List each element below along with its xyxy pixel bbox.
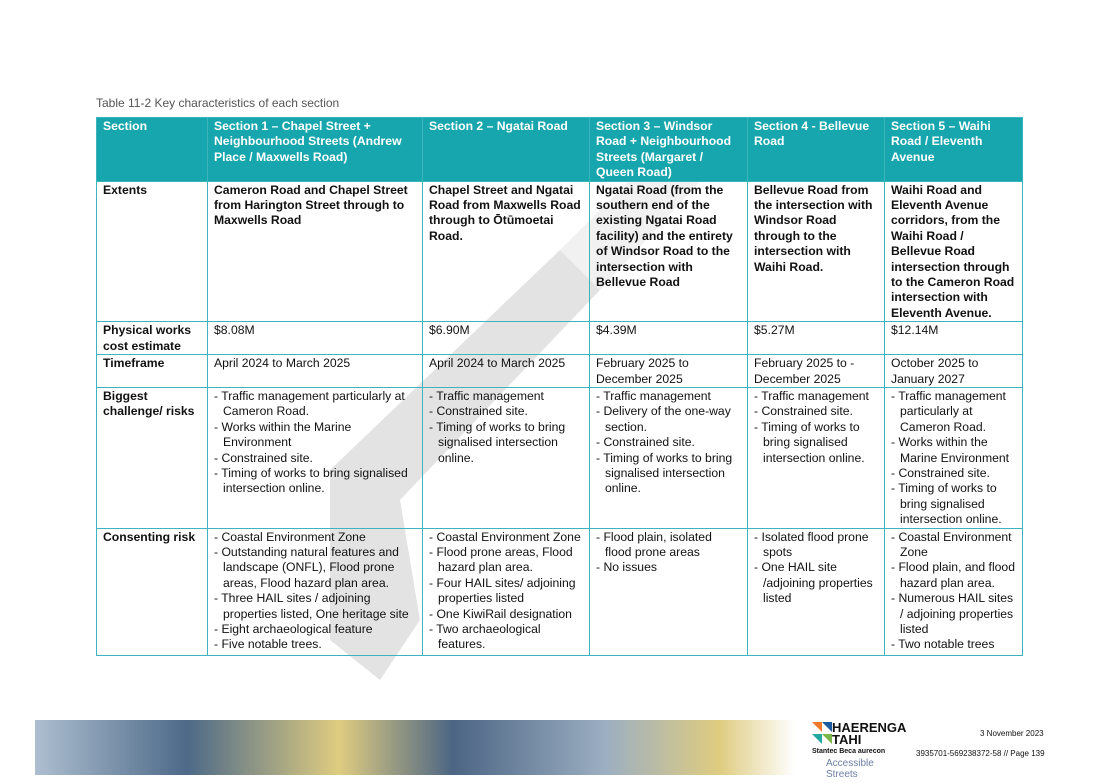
- bullet-item: - Traffic management: [429, 388, 544, 403]
- column-header: Section 5 – Waihi Road / Eleventh Avenue: [884, 117, 1023, 182]
- row-label: Consenting risk: [96, 527, 208, 656]
- bullet-item: - Two notable trees: [891, 637, 995, 652]
- table-cell: February 2025 to - December 2025: [747, 354, 885, 388]
- table-cell: October 2025 to January 2027: [884, 354, 1023, 388]
- table-cell: - Traffic management - Constrained site. -…: [747, 386, 885, 529]
- table-cell: February 2025 to December 2025: [589, 354, 748, 388]
- table-cell: Chapel Street and Ngatai Road from Maxwe…: [422, 180, 590, 323]
- bullet-item: - One KiwiRail designation: [429, 606, 572, 621]
- bullet-item: - Outstanding natural features and lands…: [214, 544, 399, 590]
- table-cell: Cameron Road and Chapel Street from Hari…: [207, 180, 423, 323]
- table-row: Extents Cameron Road and Chapel Street fr…: [96, 180, 1023, 323]
- bullet-item: - Three HAIL sites / adjoining propertie…: [214, 591, 409, 621]
- bullet-item: - Works within the Marine Environment: [214, 419, 352, 450]
- bullet-item: - Coastal Environment Zone: [429, 529, 581, 544]
- table-cell: - Coastal Environment Zone - Flood prone …: [422, 527, 590, 656]
- row-label: Extents: [96, 180, 208, 323]
- footer-date: 3 November 2023: [980, 729, 1044, 738]
- bullet-item: - Constrained site.: [214, 450, 313, 465]
- table-cell: $4.39M: [589, 321, 748, 356]
- table-row: Timeframe April 2024 to March 2025 April 2…: [96, 354, 1023, 388]
- bullet-item: - Constrained site.: [429, 404, 528, 419]
- table-row: Biggest challenge/ risks - Traffic manage…: [96, 386, 1023, 529]
- table-cell: $6.90M: [422, 321, 590, 356]
- bullet-item: - Two archaeological features.: [429, 622, 541, 652]
- table-cell: Bellevue Road from the intersection with…: [747, 180, 885, 323]
- table-cell: - Traffic management particularly at Cam…: [884, 386, 1023, 529]
- header-row: Section Section 1 – Chapel Street + Neigh…: [96, 117, 1023, 182]
- key-characteristics-table: Section Section 1 – Chapel Street + Neigh…: [96, 117, 1023, 656]
- table-cell: $8.08M: [207, 321, 423, 356]
- bullet-item: - Traffic management: [596, 388, 711, 403]
- bullet-item: - Timing of works to bring signalised in…: [891, 481, 1002, 527]
- column-header: Section 3 – Windsor Road + Neighbourhood…: [589, 117, 748, 182]
- row-label: Biggest challenge/ risks: [96, 386, 208, 529]
- table-row: Consenting risk - Coastal Environment Zon…: [96, 527, 1023, 656]
- column-header: Section 1 – Chapel Street + Neighbourhoo…: [207, 117, 423, 182]
- bullet-item: - Delivery of the one-way section.: [596, 404, 731, 434]
- bullet-item: - Timing of works to bring signalised in…: [429, 419, 566, 465]
- bullet-item: - Eight archaeological feature: [214, 622, 373, 636]
- footer-banner-image: [35, 720, 795, 775]
- bullet-item: - Timing of works to bring signalised in…: [754, 419, 865, 465]
- bullet-item: - Five notable trees.: [214, 637, 322, 652]
- table-caption: Table 11-2 Key characteristics of each s…: [96, 96, 340, 110]
- table-cell: - Flood plain, isolated flood prone area…: [589, 527, 748, 656]
- table-cell: April 2024 to March 2025: [422, 354, 590, 388]
- table-cell: - Traffic management - Constrained site. -…: [422, 386, 590, 529]
- column-header: Section 2 – Ngatai Road: [422, 117, 590, 182]
- bullet-item: - Timing of works to bring signalised in…: [214, 465, 408, 496]
- bullet-item: - No issues: [596, 560, 657, 575]
- bullet-item: - Numerous HAIL sites / adjoining proper…: [891, 591, 1014, 636]
- table-cell: - Traffic management - Delivery of the on…: [589, 386, 748, 529]
- bullet-item: - Traffic management particularly at Cam…: [891, 388, 1006, 434]
- bullet-item: - Flood prone areas, Flood hazard plan a…: [429, 544, 573, 575]
- bullet-item: - Constrained site.: [891, 465, 990, 480]
- bullet-item: - Coastal Environment Zone: [214, 529, 366, 544]
- column-header: Section: [96, 117, 208, 182]
- bullet-item: - Constrained site.: [596, 435, 695, 450]
- column-header: Section 4 - Bellevue Road: [747, 117, 885, 182]
- bullet-item: - Coastal Environment Zone: [891, 529, 1012, 559]
- bullet-item: - One HAIL site /adjoining properties li…: [754, 560, 873, 606]
- table-cell: - Coastal Environment Zone - Outstanding …: [207, 527, 423, 656]
- row-label: Physical works cost estimate: [96, 321, 208, 356]
- table-cell: $5.27M: [747, 321, 885, 356]
- table-cell: $12.14M: [884, 321, 1023, 356]
- bullet-item: - Four HAIL sites/ adjoining properties …: [429, 575, 576, 606]
- bullet-item: - Timing of works to bring signalised in…: [596, 450, 733, 496]
- bullet-item: - Constrained site.: [754, 404, 853, 419]
- bullet-item: - Traffic management: [754, 388, 869, 403]
- table-cell: - Isolated flood prone spots - One HAIL s…: [747, 527, 885, 656]
- table-row: Physical works cost estimate $8.08M $6.90M…: [96, 321, 1023, 356]
- table-cell: - Coastal Environment Zone - Flood plain,…: [884, 527, 1023, 656]
- haerenga-tahi-logo: HAERENGA TAHI Stantec Beca aurecon Acces…: [812, 720, 907, 780]
- bullet-item: - Flood plain, and flood hazard plan are…: [891, 560, 1015, 590]
- footer-page-number: 3935701-569238372-58 // Page 139: [916, 749, 1045, 758]
- row-label: Timeframe: [96, 354, 208, 388]
- table-cell: Ngatai Road (from the southern end of th…: [589, 180, 748, 323]
- bullet-item: - Works within the Marine Environment: [891, 435, 1010, 465]
- table-cell: April 2024 to March 2025: [207, 354, 423, 388]
- bullet-item: - Isolated flood prone spots: [754, 529, 869, 559]
- table-cell: Waihi Road and Eleventh Avenue corridors…: [884, 180, 1023, 323]
- bullet-item: - Traffic management particularly at Cam…: [214, 388, 405, 419]
- table-cell: - Traffic management particularly at Cam…: [207, 386, 423, 529]
- bullet-item: - Flood plain, isolated flood prone area…: [596, 529, 712, 559]
